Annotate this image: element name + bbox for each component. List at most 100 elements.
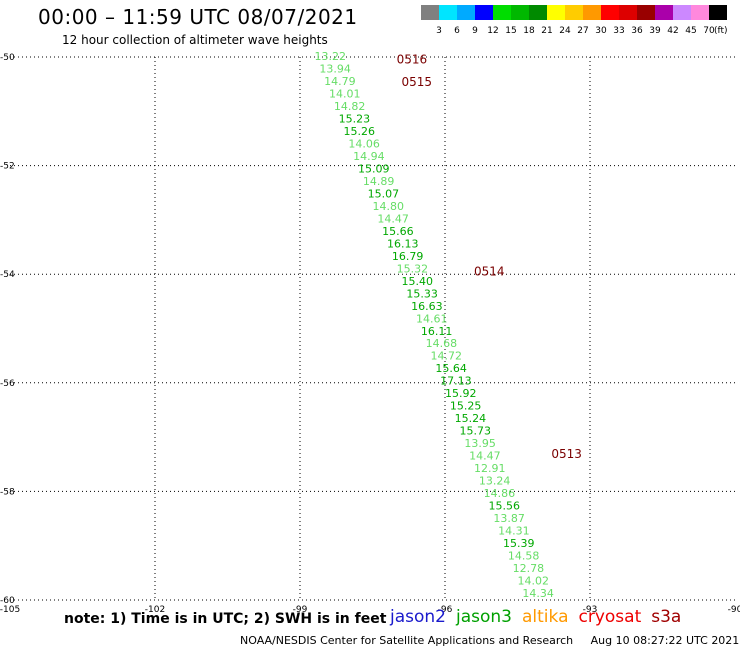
lat-tick-label: -52	[0, 162, 15, 172]
swh-value-label: 15.64	[435, 362, 467, 375]
color-scale-legend: 3 6 9 12 15 18 21 24 27 30 33 36 39 42 45 70 (ft)	[421, 5, 728, 36]
swh-value-label: 14.34	[522, 587, 554, 600]
legend-swatch	[421, 5, 439, 20]
swh-value-label: 14.31	[498, 525, 529, 538]
legend-swatch	[601, 5, 619, 20]
swh-value-label: 13.95	[464, 437, 496, 450]
swh-value-label: 15.23	[339, 112, 371, 125]
swh-value-label: 14.61	[416, 312, 448, 325]
lat-tick-label: -58	[0, 487, 15, 497]
swh-value-label: 15.24	[455, 412, 487, 425]
legend-tick-label: 42	[667, 26, 678, 36]
swh-value-label: 15.92	[445, 387, 477, 400]
pass-time-label: 0516	[397, 53, 428, 67]
swh-value-label: 15.33	[406, 287, 438, 300]
swh-value-label: 12.78	[513, 562, 545, 575]
legend-swatch	[511, 5, 529, 20]
swh-value-label: 14.02	[518, 575, 550, 588]
legend-swatch	[475, 5, 493, 20]
lon-tick-label: -99	[293, 605, 308, 615]
swh-value-label: 17.13	[440, 375, 472, 388]
swh-value-label: 14.47	[377, 212, 409, 225]
legend-tick-label: 39	[649, 26, 661, 36]
pass-time-label: 0513	[551, 447, 582, 461]
legend-tick-label: 15	[505, 26, 516, 36]
legend-tick-label: 36	[631, 26, 643, 36]
legend-swatch	[619, 5, 637, 20]
lat-tick-label: -56	[0, 379, 15, 389]
footnote: note: 1) Time is in UTC; 2) SWH is in fe…	[64, 611, 387, 627]
legend-swatch	[439, 5, 457, 20]
legend-unit: (ft)	[714, 26, 728, 36]
legend-swatch	[457, 5, 475, 20]
page-title: 00:00 – 11:59 UTC 08/07/2021	[38, 5, 358, 29]
swh-value-label: 13.87	[493, 512, 525, 525]
page-subtitle: 12 hour collection of altimeter wave hei…	[62, 33, 328, 47]
swh-value-label: 15.39	[503, 537, 535, 550]
swh-value-label: 13.94	[319, 62, 351, 75]
swh-value-label: 14.89	[363, 175, 395, 188]
footer: NOAA/NESDIS Center for Satellite Applica…	[240, 634, 740, 647]
swh-value-label: 14.68	[426, 337, 458, 350]
legend-tick-label: 24	[559, 26, 571, 36]
satellite-legend: jason2 jason3 altika cryosat s3a	[390, 607, 691, 627]
swh-value-label: 15.09	[358, 162, 390, 175]
swh-value-label: 13.22	[315, 50, 347, 63]
legend-swatch	[583, 5, 601, 20]
legend-tick-label: 33	[613, 26, 624, 36]
legend-tick-label: 3	[436, 26, 442, 36]
satellite-name-jason2: jason2	[390, 607, 446, 627]
swh-value-label: 14.94	[353, 150, 385, 163]
satellite-name-s3a: s3a	[651, 607, 682, 627]
legend-tick-label: 12	[487, 26, 498, 36]
swh-value-label: 15.73	[460, 425, 492, 438]
swh-value-label: 16.63	[411, 300, 443, 313]
lon-tick-label: -105	[0, 605, 20, 615]
lon-tick-label: -102	[145, 605, 165, 615]
generated-timestamp: Aug 10 08:27:22 UTC 2021	[590, 634, 740, 647]
swh-value-label: 12.91	[474, 462, 506, 475]
swh-value-label: 14.79	[324, 75, 356, 88]
legend-tick-label: 30	[595, 26, 607, 36]
swh-value-label: 16.13	[387, 237, 419, 250]
legend-swatch	[547, 5, 565, 20]
lat-tick-label: -60	[0, 596, 15, 606]
lat-tick-label: -54	[0, 270, 15, 280]
swh-value-label: 14.80	[373, 200, 405, 213]
legend-swatch	[655, 5, 673, 20]
swh-value-label: 16.79	[392, 250, 424, 263]
legend-swatch	[637, 5, 655, 20]
lat-tick-label: -50	[0, 53, 15, 63]
credit-text: NOAA/NESDIS Center for Satellite Applica…	[240, 634, 574, 647]
legend-tick-label: 18	[523, 26, 535, 36]
legend-swatch	[493, 5, 511, 20]
lon-tick-label: -93	[583, 605, 598, 615]
lon-tick-label: -90	[728, 605, 740, 615]
swh-value-label: 16.11	[421, 325, 453, 338]
legend-swatch	[529, 5, 547, 20]
swh-value-label: 15.07	[368, 187, 400, 200]
satellite-name-jason3: jason3	[456, 607, 512, 627]
swh-value-label: 14.06	[348, 137, 380, 150]
swh-value-label: 15.40	[402, 275, 434, 288]
legend-tick-label: 45	[685, 26, 696, 36]
swh-value-label: 14.82	[334, 100, 366, 113]
swh-value-label: 15.32	[397, 262, 429, 275]
swh-value-label: 15.26	[344, 125, 376, 138]
swh-value-label: 15.56	[489, 500, 521, 513]
swh-value-label: 14.01	[329, 87, 361, 100]
swh-value-label: 14.72	[431, 350, 463, 363]
swh-value-label: 14.58	[508, 550, 540, 563]
legend-swatch	[673, 5, 691, 20]
legend-tick-label: 70	[703, 26, 715, 36]
legend-tick-label: 6	[454, 26, 460, 36]
swh-value-label: 14.86	[484, 487, 515, 500]
legend-tick-label: 27	[577, 26, 588, 36]
pass-time-label: 0515	[402, 75, 433, 89]
pass-time-label: 0514	[474, 264, 505, 278]
satellite-name-cryosat: cryosat	[578, 607, 642, 627]
swh-value-label: 15.66	[382, 225, 414, 238]
satellite-name-altika: altika	[522, 607, 569, 627]
